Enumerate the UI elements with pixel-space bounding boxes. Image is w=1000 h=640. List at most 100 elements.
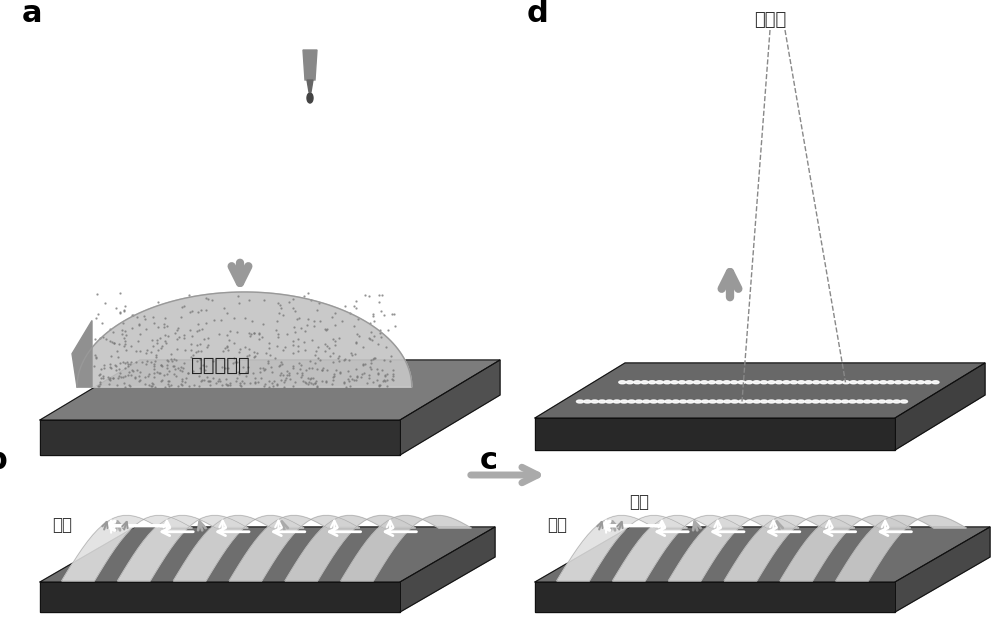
Ellipse shape xyxy=(628,400,635,403)
Polygon shape xyxy=(229,515,360,581)
Ellipse shape xyxy=(716,381,723,384)
Polygon shape xyxy=(535,582,895,612)
Ellipse shape xyxy=(613,400,620,403)
Ellipse shape xyxy=(672,400,679,403)
Ellipse shape xyxy=(886,400,893,403)
Ellipse shape xyxy=(687,400,694,403)
Ellipse shape xyxy=(768,400,775,403)
Ellipse shape xyxy=(738,381,745,384)
Ellipse shape xyxy=(731,381,738,384)
Polygon shape xyxy=(895,527,990,612)
Ellipse shape xyxy=(693,381,700,384)
Ellipse shape xyxy=(790,400,797,403)
Ellipse shape xyxy=(678,381,685,384)
Ellipse shape xyxy=(932,381,939,384)
Ellipse shape xyxy=(724,400,731,403)
Ellipse shape xyxy=(307,93,313,103)
Polygon shape xyxy=(285,515,416,581)
Polygon shape xyxy=(613,515,743,581)
Polygon shape xyxy=(77,292,412,387)
Ellipse shape xyxy=(910,381,917,384)
Polygon shape xyxy=(724,515,855,581)
Ellipse shape xyxy=(812,400,819,403)
Ellipse shape xyxy=(856,400,863,403)
Ellipse shape xyxy=(827,400,834,403)
Ellipse shape xyxy=(887,381,894,384)
Ellipse shape xyxy=(835,381,842,384)
Ellipse shape xyxy=(871,400,878,403)
Ellipse shape xyxy=(716,400,723,403)
Polygon shape xyxy=(303,50,317,80)
Ellipse shape xyxy=(738,400,745,403)
Ellipse shape xyxy=(753,400,760,403)
Ellipse shape xyxy=(783,381,790,384)
Ellipse shape xyxy=(805,400,812,403)
Ellipse shape xyxy=(746,381,753,384)
Ellipse shape xyxy=(591,400,598,403)
Ellipse shape xyxy=(686,381,693,384)
Polygon shape xyxy=(40,527,495,582)
Ellipse shape xyxy=(694,400,701,403)
Ellipse shape xyxy=(820,381,827,384)
Polygon shape xyxy=(118,515,248,581)
Polygon shape xyxy=(836,515,966,581)
Text: b: b xyxy=(0,446,7,475)
Ellipse shape xyxy=(626,381,633,384)
Ellipse shape xyxy=(723,381,730,384)
Ellipse shape xyxy=(775,381,782,384)
Ellipse shape xyxy=(902,381,909,384)
Ellipse shape xyxy=(783,400,790,403)
Ellipse shape xyxy=(760,381,767,384)
Polygon shape xyxy=(62,515,192,581)
Ellipse shape xyxy=(634,381,641,384)
Polygon shape xyxy=(40,420,400,455)
Ellipse shape xyxy=(864,400,871,403)
Ellipse shape xyxy=(768,381,775,384)
Polygon shape xyxy=(40,360,500,420)
Ellipse shape xyxy=(619,381,626,384)
Text: 纳米銀乳液: 纳米銀乳液 xyxy=(191,355,249,374)
Ellipse shape xyxy=(584,400,591,403)
Ellipse shape xyxy=(880,381,887,384)
Text: d: d xyxy=(527,0,549,28)
Ellipse shape xyxy=(797,400,804,403)
Ellipse shape xyxy=(606,400,613,403)
Ellipse shape xyxy=(917,381,924,384)
Ellipse shape xyxy=(813,381,820,384)
Ellipse shape xyxy=(599,400,606,403)
Ellipse shape xyxy=(641,381,648,384)
Ellipse shape xyxy=(665,400,672,403)
Ellipse shape xyxy=(775,400,782,403)
Ellipse shape xyxy=(893,400,900,403)
Polygon shape xyxy=(341,515,471,581)
Ellipse shape xyxy=(878,400,885,403)
Polygon shape xyxy=(557,515,687,581)
Ellipse shape xyxy=(731,400,738,403)
Polygon shape xyxy=(535,363,985,418)
Ellipse shape xyxy=(664,381,671,384)
Ellipse shape xyxy=(643,400,650,403)
Ellipse shape xyxy=(650,400,657,403)
Ellipse shape xyxy=(900,400,908,403)
Ellipse shape xyxy=(857,381,864,384)
Ellipse shape xyxy=(746,400,753,403)
Polygon shape xyxy=(400,527,495,612)
Ellipse shape xyxy=(576,400,584,403)
Polygon shape xyxy=(895,363,985,450)
Ellipse shape xyxy=(708,381,715,384)
Text: 扩散: 扩散 xyxy=(629,493,649,511)
Ellipse shape xyxy=(658,400,664,403)
Ellipse shape xyxy=(621,400,628,403)
Ellipse shape xyxy=(635,400,642,403)
Ellipse shape xyxy=(790,381,797,384)
Polygon shape xyxy=(780,515,911,581)
Text: 挥发: 挥发 xyxy=(547,516,567,534)
Ellipse shape xyxy=(895,381,902,384)
Polygon shape xyxy=(72,321,92,387)
Ellipse shape xyxy=(753,381,760,384)
Ellipse shape xyxy=(649,381,656,384)
Polygon shape xyxy=(535,418,895,450)
Ellipse shape xyxy=(709,400,716,403)
Polygon shape xyxy=(40,582,400,612)
Ellipse shape xyxy=(702,400,709,403)
